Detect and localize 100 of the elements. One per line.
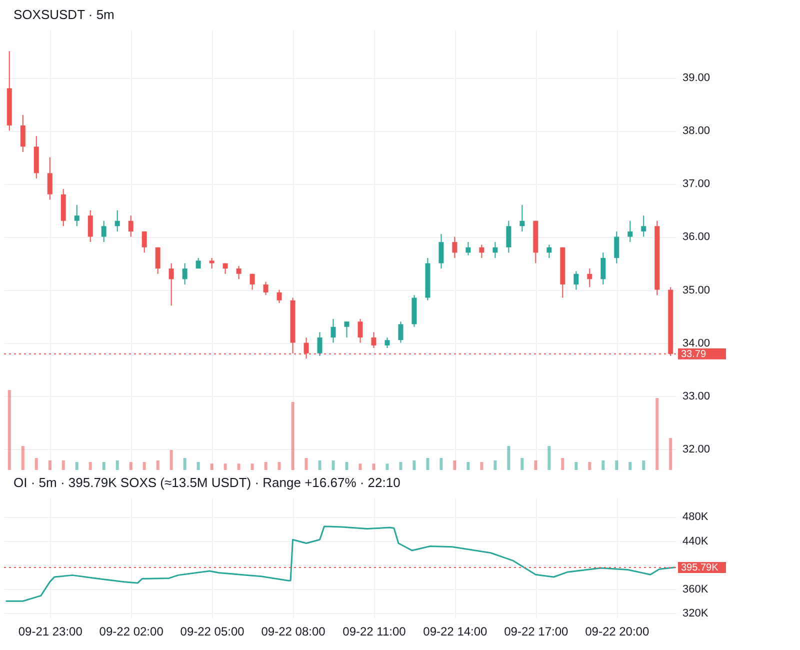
bar	[534, 460, 538, 470]
bar	[358, 464, 362, 470]
bar	[656, 398, 659, 470]
bar	[156, 460, 160, 470]
candlestick	[587, 268, 592, 288]
bar	[494, 460, 497, 470]
x-tick-label: 09-22 20:00	[585, 624, 650, 638]
candlestick	[574, 270, 579, 290]
candlestick	[236, 265, 242, 280]
bar	[129, 462, 132, 470]
bar	[561, 458, 564, 470]
bar	[88, 462, 92, 470]
candlestick	[614, 230, 620, 264]
bar	[278, 462, 281, 470]
y-tick-label: 36.00	[682, 231, 710, 244]
candlestick	[317, 332, 322, 357]
bar	[75, 462, 78, 470]
candlestick	[250, 273, 255, 290]
bar	[507, 446, 510, 470]
candlestick	[276, 289, 282, 304]
ref-line-label: 33.79	[681, 348, 706, 360]
bar	[250, 464, 254, 470]
bar	[466, 462, 470, 470]
bar	[372, 464, 376, 470]
candlestick	[330, 318, 336, 344]
bar	[318, 460, 322, 470]
x-tick-label: 09-22 02:00	[99, 624, 164, 638]
y-tick-label: 480K	[682, 511, 709, 524]
bar	[399, 462, 402, 470]
bar	[386, 464, 389, 470]
candlestick	[142, 230, 147, 254]
x-tick-label: 09-21 23:00	[18, 624, 83, 638]
candlestick	[479, 244, 484, 258]
candlestick	[628, 220, 633, 243]
x-tick-label: 09-22 17:00	[504, 624, 569, 638]
candlestick	[506, 220, 512, 254]
candlestick	[74, 204, 80, 227]
candlestick	[182, 262, 188, 285]
x-tick-label: 09-22 05:00	[180, 624, 245, 638]
candlestick	[209, 257, 214, 270]
candlestick	[520, 204, 525, 232]
bar	[602, 460, 605, 470]
y-tick-label: 440K	[682, 535, 709, 548]
candlestick	[263, 281, 268, 296]
candlestick	[88, 210, 93, 243]
candlestick	[384, 336, 390, 349]
bar	[548, 446, 551, 470]
bar	[345, 462, 348, 470]
bar	[34, 458, 38, 470]
bar	[669, 438, 672, 470]
candlestick	[101, 220, 106, 243]
bar	[615, 460, 618, 470]
bar	[196, 462, 200, 470]
bar	[291, 402, 294, 470]
y-tick-label: 360K	[682, 584, 709, 596]
candlestick	[438, 234, 444, 270]
bar	[170, 450, 173, 470]
bar	[224, 464, 227, 470]
chart-title: SOXSUSDT · 5m	[14, 7, 114, 22]
bar	[116, 460, 119, 470]
y-tick-label: 320K	[682, 608, 709, 620]
bar	[102, 462, 106, 470]
y-tick-label: 37.00	[682, 178, 710, 190]
bar	[21, 446, 24, 470]
y-tick-label: 32.00	[682, 443, 710, 456]
y-tick-label: 33.00	[682, 390, 710, 402]
bar	[426, 458, 430, 470]
bar	[412, 460, 416, 470]
candlestick	[466, 242, 471, 256]
y-tick-label: 35.00	[682, 284, 710, 296]
chart-title: OI · 5m · 395.79K SOXS (≈13.5M USDT) · Range +16.67% · 22:10	[14, 475, 400, 490]
bar	[8, 390, 11, 470]
bar	[264, 462, 268, 470]
x-tick-label: 09-22 14:00	[423, 624, 488, 638]
bar	[453, 460, 456, 470]
ref-line-label: 395.79K	[681, 562, 719, 574]
bar	[642, 460, 646, 470]
candlestick	[128, 215, 134, 238]
bar	[210, 464, 214, 470]
bar	[237, 464, 240, 470]
y-tick-label: 38.00	[682, 125, 710, 138]
x-tick-label: 09-22 08:00	[261, 624, 326, 638]
bar	[588, 462, 592, 470]
bar	[480, 462, 484, 470]
candlestick	[641, 215, 646, 238]
bar	[440, 458, 443, 470]
bar	[332, 460, 335, 470]
bar	[574, 462, 578, 470]
bar	[48, 460, 52, 470]
bar	[62, 460, 65, 470]
candlestick	[344, 321, 350, 338]
candlestick	[452, 236, 458, 258]
candlestick	[600, 252, 606, 285]
candlestick	[546, 244, 552, 258]
candlestick	[168, 262, 174, 306]
x-tick-label: 09-22 11:00	[342, 624, 406, 638]
candlestick	[20, 114, 26, 152]
y-tick-label: 39.00	[682, 72, 710, 84]
candlestick	[371, 332, 376, 349]
bar	[304, 458, 308, 470]
